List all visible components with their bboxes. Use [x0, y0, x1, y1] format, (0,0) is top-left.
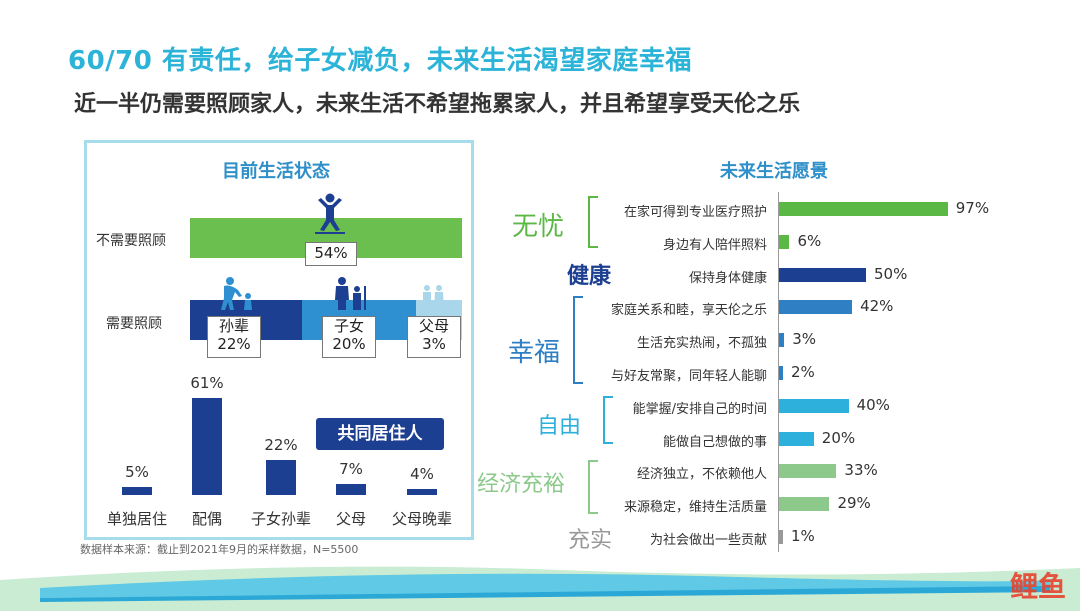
vision-group-2: 幸福	[508, 338, 561, 368]
vision-bar-5	[779, 366, 783, 380]
vision-group-bracket-0	[588, 196, 598, 248]
page-subtitle: 近一半仍需要照顾家人，未来生活不希望拖累家人，并且希望享受天伦之乐	[74, 92, 801, 117]
vision-group-4: 经济充裕	[477, 472, 566, 497]
vision-value-1: 6%	[797, 231, 822, 250]
vision-group-bracket-2	[573, 296, 583, 384]
cohabit-category-1: 配偶	[191, 510, 222, 528]
vision-item-label-7: 能做自己想做的事	[662, 434, 767, 450]
vision-value-4: 3%	[792, 330, 817, 349]
care-segment-value-1: 20%	[332, 335, 366, 353]
care-segment-value-0: 22%	[217, 335, 251, 353]
no-care-value: 54%	[305, 242, 357, 266]
vision-value-3: 42%	[860, 297, 894, 316]
vision-item-label-10: 为社会做出一些贡献	[649, 533, 767, 548]
cohabit-category-0: 单独居住	[106, 510, 167, 528]
vision-group-bracket-3	[603, 396, 613, 444]
cohabit-value-3: 7%	[339, 459, 363, 478]
vision-item-label-2: 保持身体健康	[688, 270, 767, 286]
cohabit-category-2: 子女孙辈	[250, 510, 311, 528]
vision-bar-10	[779, 530, 783, 544]
cohabitant-badge: 共同居住人	[316, 418, 444, 450]
vision-value-6: 40%	[856, 395, 890, 414]
vision-item-label-4: 生活充实热闹，不孤独	[636, 336, 767, 352]
watermark-logo: 鲤鱼	[1009, 570, 1066, 603]
care-segment-box-1: 子女 20%	[322, 316, 376, 358]
cohabit-bar-3	[336, 483, 366, 495]
vision-bar-0	[779, 202, 948, 216]
cohabit-value-1: 61%	[190, 374, 224, 392]
vision-bar-4	[779, 333, 785, 348]
elderly-parents-icon	[423, 285, 444, 312]
vision-value-9: 29%	[837, 494, 871, 513]
hchart-axis	[778, 192, 779, 552]
vision-item-label-3: 家庭关系和睦，享天伦之乐	[610, 303, 767, 319]
vision-item-label-6: 能掌握/安排自己的时间	[632, 401, 767, 417]
no-care-label: 不需要照顾	[96, 233, 166, 249]
cohabit-bar-0	[122, 487, 152, 495]
vision-value-5: 2%	[791, 363, 815, 381]
vision-item-label-5: 与好友常聚，同年轻人能聊	[610, 369, 767, 384]
vision-group-1: 健康	[567, 264, 612, 289]
cohabit-bar-4	[407, 488, 437, 495]
care-segment-box-0: 孙辈 22%	[207, 316, 261, 358]
cohabit-bar-1	[192, 398, 222, 495]
vision-value-2: 50%	[874, 264, 908, 283]
vision-value-7: 20%	[821, 428, 856, 447]
current-status-title: 目前生活状态	[222, 161, 330, 182]
vision-value-0: 97%	[955, 199, 990, 217]
vision-item-label-0: 在家可得到专业医疗照护	[623, 205, 767, 220]
care-segment-box-2: 父母 3%	[407, 316, 461, 358]
vision-bar-8	[779, 464, 837, 479]
vision-group-0: 无忧	[512, 212, 565, 242]
data-source-note: 数据样本来源：截止到2021年9月的采样数据，N=5500	[80, 543, 359, 556]
page-title: 60/70 有责任，给子女减负，未来生活渴望家庭幸福	[68, 46, 692, 76]
vision-bar-3	[779, 300, 853, 315]
vision-value-10: 1%	[791, 527, 815, 545]
vision-group-3: 自由	[537, 414, 582, 439]
vision-bar-9	[779, 497, 830, 512]
vision-bar-2	[779, 267, 866, 282]
vision-item-label-8: 经济独立，不依赖他人	[636, 467, 767, 483]
grandparent-child-icon	[221, 277, 252, 310]
cohabit-category-3: 父母	[335, 510, 366, 528]
parent-child-icon	[335, 277, 366, 310]
person-jumping-icon	[315, 193, 345, 234]
cohabit-value-4: 4%	[410, 464, 434, 483]
vision-item-label-1: 身边有人陪伴照料	[662, 237, 767, 253]
future-vision-title: 未来生活愿景	[720, 161, 828, 182]
cohabit-bar-2	[266, 460, 296, 495]
care-segment-name-2: 父母	[418, 317, 449, 335]
vision-value-8: 33%	[844, 461, 878, 480]
cohabit-value-2: 22%	[264, 436, 298, 455]
bottom-wave-decoration	[0, 566, 1080, 611]
cohabit-value-0: 5%	[125, 463, 149, 482]
care-label: 需要照顾	[106, 316, 162, 332]
vision-bar-7	[779, 431, 814, 446]
cohabit-category-4: 父母晚辈	[391, 510, 452, 528]
vision-group-5: 充实	[568, 528, 613, 553]
vision-group-bracket-4	[588, 460, 598, 514]
vision-item-label-9: 来源稳定，维持生活质量	[623, 500, 767, 516]
vision-bar-6	[779, 398, 849, 413]
vision-bar-1	[779, 234, 790, 249]
care-segment-name-1: 子女	[333, 317, 364, 335]
care-segment-value-2: 3%	[422, 335, 446, 353]
care-segment-name-0: 孙辈	[218, 317, 249, 335]
